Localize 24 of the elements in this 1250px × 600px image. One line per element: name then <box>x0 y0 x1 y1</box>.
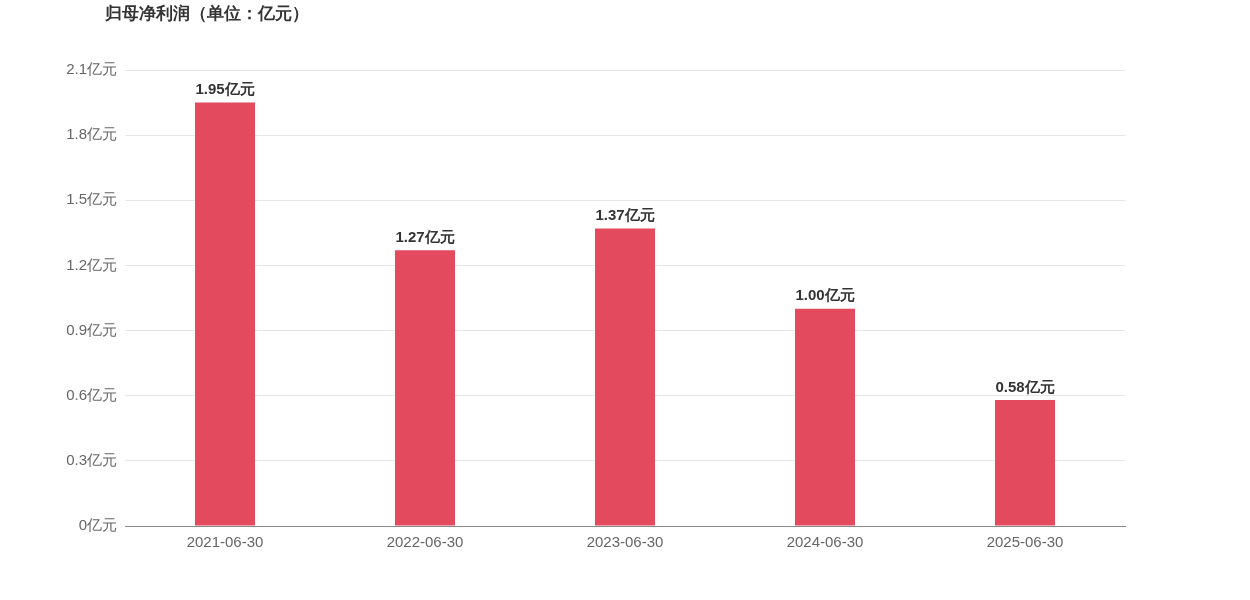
y-tick-label: 1.8亿元 <box>66 125 117 143</box>
bar <box>395 250 455 526</box>
y-tick-label: 0.9亿元 <box>66 320 117 338</box>
x-tick-label: 2022-06-30 <box>386 533 464 551</box>
bar <box>995 400 1055 526</box>
y-tick-label: 2.1亿元 <box>66 60 117 78</box>
x-tick-label: 2021-06-30 <box>186 533 264 551</box>
bar <box>195 102 255 526</box>
y-tick-label: 1.2亿元 <box>66 255 117 273</box>
x-tick-label: 2024-06-30 <box>786 533 864 551</box>
y-tick-label: 0.6亿元 <box>66 385 117 403</box>
bar <box>795 308 855 526</box>
x-tick-label: 2025-06-30 <box>986 533 1064 551</box>
data-label: 1.37亿元 <box>595 206 655 224</box>
data-label: 1.95亿元 <box>195 80 255 98</box>
chart-title: 归母净利润（单位：亿元） <box>105 3 309 25</box>
y-tick-label: 0亿元 <box>78 516 117 534</box>
data-label: 0.58亿元 <box>995 377 1055 395</box>
y-tick-label: 1.5亿元 <box>66 190 117 208</box>
data-label: 1.00亿元 <box>795 286 855 304</box>
data-label: 1.27亿元 <box>395 227 455 245</box>
bar <box>595 228 655 526</box>
x-tick-label: 2023-06-30 <box>586 533 664 551</box>
y-tick-label: 0.3亿元 <box>66 451 117 468</box>
